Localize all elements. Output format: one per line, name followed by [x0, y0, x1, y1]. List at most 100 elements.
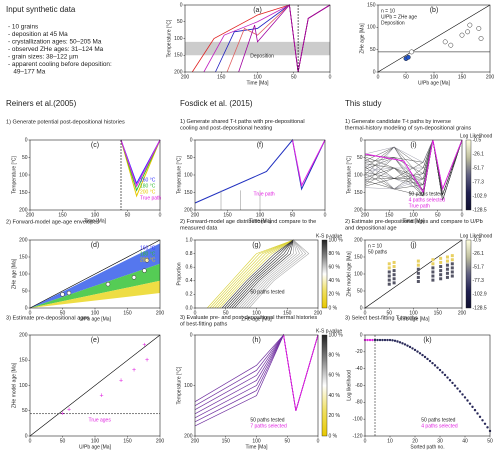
- y-axis-label: Temperature [°C]: [166, 19, 172, 57]
- annotation: True path: [254, 191, 275, 197]
- true-age: +: [119, 377, 123, 384]
- model-age: [445, 255, 449, 259]
- x-tick-label: 0: [364, 310, 367, 316]
- envelope-green: [30, 263, 160, 308]
- path-likelihood: [451, 381, 454, 385]
- grain: [142, 268, 147, 273]
- step-label: 2) Estimate pre-depositional ages and co…: [345, 219, 483, 232]
- model-age: [416, 263, 420, 267]
- y-tick-label: -80: [355, 400, 362, 406]
- colorbar-tick: 20 %: [329, 413, 341, 419]
- y-axis-label: Temperature [°C]: [176, 155, 182, 193]
- model-age: [431, 274, 435, 278]
- y-axis-label: Temperature [°C]: [176, 366, 182, 404]
- model-age: [431, 266, 435, 270]
- y-tick-label: 200: [184, 207, 193, 213]
- grain: [478, 36, 484, 41]
- x-tick-label: 50: [125, 212, 131, 218]
- x-tick-label: 0: [29, 310, 32, 316]
- colorbar-tick: 20 %: [329, 292, 341, 298]
- colorbar-title: Log Likelihood: [460, 233, 492, 239]
- y-tick-label: 100: [367, 25, 376, 31]
- model-age: [445, 259, 449, 263]
- path-likelihood: [388, 338, 392, 342]
- path-likelihood: [466, 399, 469, 402]
- grain: [105, 281, 111, 287]
- x-tick-label: 0: [317, 438, 320, 444]
- model-age: [416, 275, 420, 279]
- curve: [234, 239, 294, 309]
- model-age: [445, 271, 449, 275]
- gray-band: [185, 41, 330, 56]
- y-tick-label: 100: [19, 383, 28, 389]
- x-axis-label: U/Pb age [Ma]: [79, 444, 112, 450]
- colorbar-tick: 100 %: [329, 332, 344, 338]
- colorbar-tick: 40 %: [329, 393, 341, 399]
- path-likelihood: [463, 396, 467, 399]
- path-likelihood: [448, 378, 452, 382]
- model-age: [450, 262, 454, 266]
- grain: [409, 49, 415, 55]
- y-axis-label: ZHe model age [Ma]: [346, 251, 352, 297]
- curve: [214, 239, 294, 309]
- x-tick-label: 50: [284, 438, 290, 444]
- path-likelihood: [431, 361, 434, 365]
- colorbar-tick: 0 %: [329, 305, 338, 311]
- path-likelihood: [441, 371, 444, 374]
- y-tick-label: -100: [352, 416, 362, 422]
- y-axis-label: Temperature [°C]: [11, 155, 17, 193]
- colorbar: [465, 239, 472, 309]
- path-likelihood: [443, 373, 447, 377]
- curve: [209, 239, 294, 309]
- x-tick-label: 0: [29, 438, 32, 444]
- x-axis-label: Time [Ma]: [245, 444, 268, 450]
- model-age: [416, 279, 420, 283]
- annotation: 50 paths tested: [421, 417, 455, 423]
- path-likelihood: [406, 344, 409, 347]
- path-likelihood: [486, 426, 489, 429]
- x-tick-label: 200: [156, 310, 165, 316]
- legend-entry: 160 °C: [140, 177, 156, 183]
- curve: [226, 4, 331, 73]
- legend-entry: 200 °C: [140, 257, 156, 263]
- path-likelihood: [391, 339, 394, 342]
- x-tick-label: 200: [458, 310, 467, 316]
- x-axis-label: Time [Ma]: [249, 218, 272, 224]
- curve: [203, 4, 331, 73]
- step-label: 3) Evaluate pre- and post-depositional t…: [180, 315, 317, 328]
- x-tick-label: 100: [430, 74, 439, 80]
- path-likelihood: [413, 348, 417, 352]
- annotation: n = 10: [381, 8, 395, 14]
- x-tick-label: 150: [123, 438, 132, 444]
- model-age: [439, 269, 443, 273]
- y-tick-label: 150: [19, 358, 28, 364]
- panel-letter: (b): [430, 7, 439, 14]
- y-tick-label: 50: [370, 47, 376, 53]
- annotation: True ages: [89, 417, 112, 423]
- x-tick-label: 150: [222, 438, 231, 444]
- true-age: +: [145, 357, 149, 364]
- y-tick-label: 50: [357, 155, 363, 161]
- y-tick-label: 0: [360, 332, 363, 338]
- y-tick-label: 50: [22, 408, 28, 414]
- path-likelihood: [408, 345, 412, 349]
- model-age: [387, 262, 391, 266]
- y-tick-label: 200: [354, 237, 363, 243]
- model-age: [392, 273, 396, 277]
- x-tick-label: 100: [91, 310, 100, 316]
- y-tick-label: 200: [174, 69, 183, 75]
- x-tick-label: 200: [156, 438, 165, 444]
- panel-letter: (k): [423, 337, 431, 344]
- x-tick-label: 20: [412, 438, 418, 444]
- annotation: 50 paths: [368, 249, 388, 255]
- model-age: [387, 274, 391, 278]
- intro-bullet: 49–177 Ma: [8, 69, 46, 76]
- model-age: [445, 263, 449, 267]
- x-tick-label: 50: [386, 310, 392, 316]
- model-age: [445, 275, 449, 279]
- annotation: U/Pb = ZHe age: [381, 14, 417, 20]
- model-age: [439, 273, 443, 277]
- legend-entry: 200 °C: [140, 189, 156, 195]
- model-age: [450, 258, 454, 262]
- path-likelihood: [418, 352, 422, 355]
